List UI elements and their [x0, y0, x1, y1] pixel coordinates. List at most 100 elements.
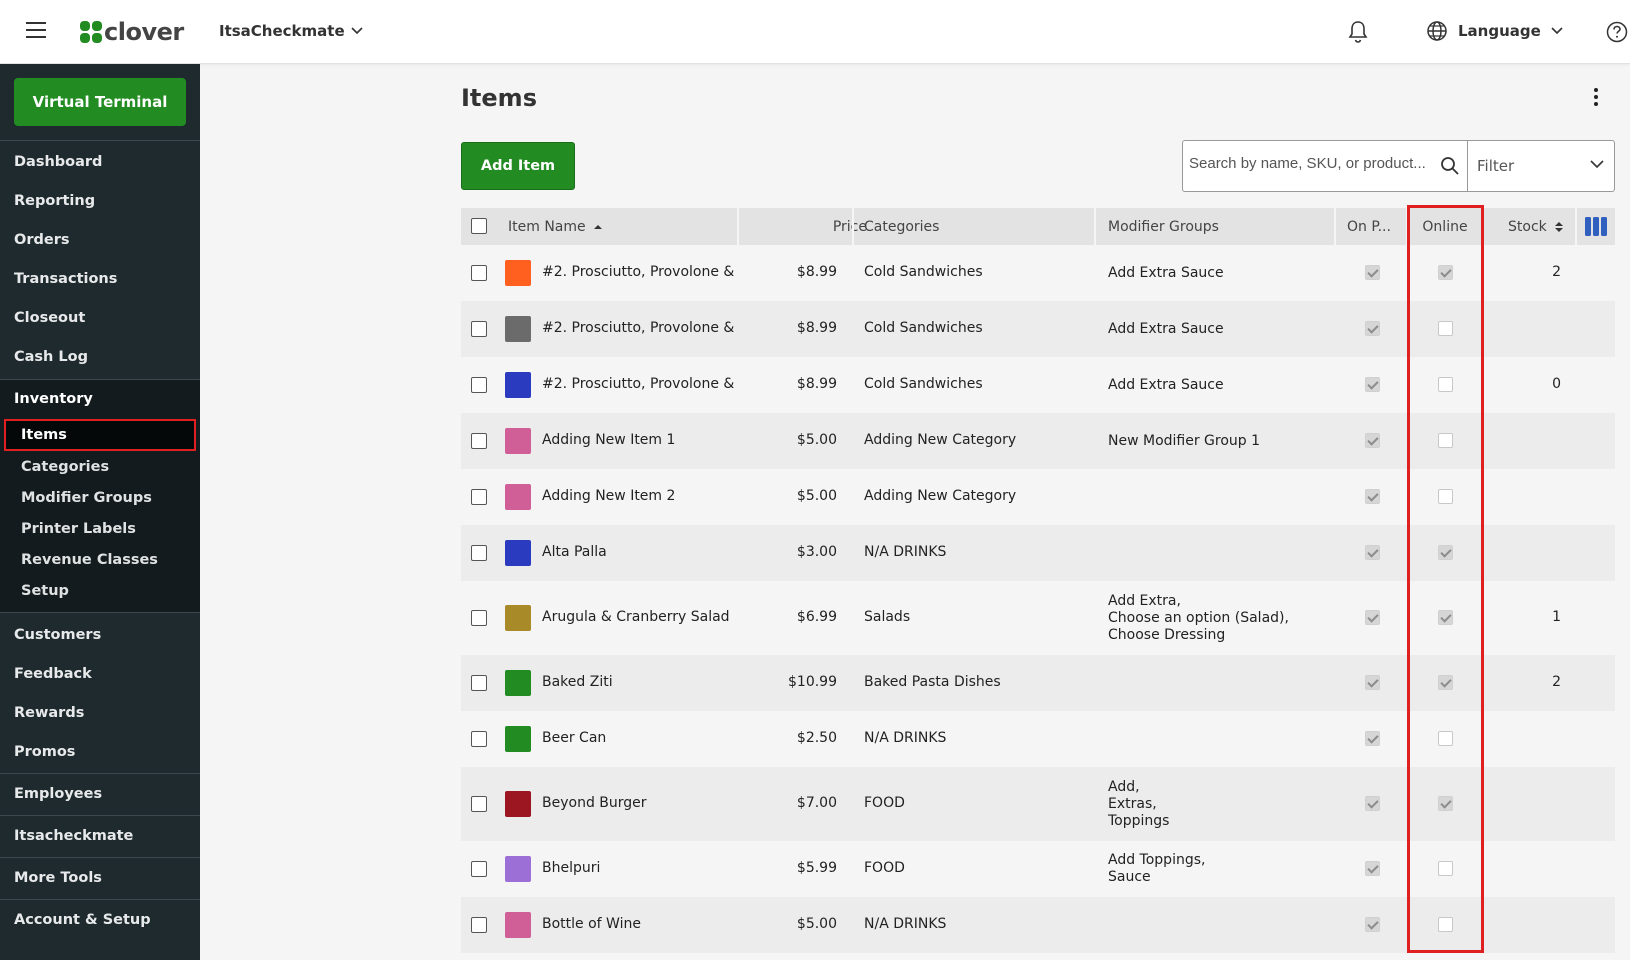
item-category: FOOD: [864, 860, 905, 876]
modifier-group-name: Add Extra Sauce: [1108, 376, 1224, 393]
row-select-checkbox[interactable]: [471, 321, 487, 337]
row-select-checkbox[interactable]: [471, 675, 487, 691]
select-all-checkbox[interactable]: [471, 218, 487, 234]
virtual-terminal-button[interactable]: Virtual Terminal: [14, 78, 186, 126]
row-select-checkbox[interactable]: [471, 731, 487, 747]
sidebar-item-employees[interactable]: Employees: [14, 786, 103, 802]
columns-icon[interactable]: [1585, 217, 1607, 236]
sidebar: Virtual Terminal Dashboard Reporting Ord…: [0, 64, 200, 960]
item-category: N/A DRINKS: [864, 730, 947, 746]
row-select-checkbox[interactable]: [471, 433, 487, 449]
sidebar-item-customers[interactable]: Customers: [14, 627, 102, 643]
sidebar-item-transactions[interactable]: Transactions: [14, 271, 118, 287]
item-name[interactable]: Adding New Item 1: [542, 432, 676, 448]
sidebar-item-orders[interactable]: Orders: [14, 232, 70, 248]
table-row[interactable]: #2. Prosciutto, Provolone &amp $8.99 Cold …: [461, 357, 1615, 413]
sidebar-item-setup[interactable]: Setup: [21, 583, 69, 599]
sidebar-item-reporting[interactable]: Reporting: [14, 193, 96, 209]
item-price: $2.50: [796, 730, 837, 746]
search-box: [1182, 140, 1467, 192]
sidebar-item-account-setup[interactable]: Account & Setup: [14, 912, 151, 928]
sidebar-item-itsacheckmate[interactable]: Itsacheckmate: [14, 828, 134, 844]
item-name[interactable]: Arugula & Cranberry Salad: [542, 609, 730, 625]
item-color-swatch: [505, 372, 531, 398]
item-name[interactable]: Baked Ziti: [542, 674, 613, 690]
more-options-icon[interactable]: [1590, 88, 1602, 108]
language-selector[interactable]: Language: [1426, 20, 1563, 42]
table-row[interactable]: Adding New Item 1 $5.00 Adding New Categor…: [461, 413, 1615, 469]
sort-ascending-icon: [593, 225, 602, 229]
item-name[interactable]: #2. Prosciutto, Provolone &amp: [542, 320, 734, 336]
item-modifier-groups: Add, Extras, Toppings: [1108, 779, 1169, 830]
item-price: $8.99: [796, 264, 837, 280]
item-name[interactable]: Bhelpuri: [542, 860, 601, 876]
column-header-online[interactable]: Online: [1422, 219, 1468, 235]
sidebar-item-inventory[interactable]: Inventory: [14, 391, 93, 407]
sidebar-item-closeout[interactable]: Closeout: [14, 310, 86, 326]
sidebar-item-rewards[interactable]: Rewards: [14, 705, 85, 721]
column-header-categories[interactable]: Categories: [864, 219, 940, 235]
item-price: $6.99: [796, 609, 837, 625]
divider: [0, 815, 200, 816]
row-select-checkbox[interactable]: [471, 610, 487, 626]
column-header-price[interactable]: Price: [832, 219, 867, 235]
search-input[interactable]: [1189, 155, 1435, 172]
row-select-checkbox[interactable]: [471, 545, 487, 561]
sidebar-item-dashboard[interactable]: Dashboard: [14, 154, 103, 170]
row-select-checkbox[interactable]: [471, 265, 487, 281]
sidebar-item-feedback[interactable]: Feedback: [14, 666, 92, 682]
table-row[interactable]: Arugula & Cranberry Salad $6.99 Salads Add …: [461, 581, 1615, 655]
row-select-checkbox[interactable]: [471, 489, 487, 505]
item-name[interactable]: Adding New Item 2: [542, 488, 676, 504]
item-stock: 2: [1552, 674, 1561, 690]
online-checkbox: [1438, 796, 1453, 811]
column-header-modifier-groups[interactable]: Modifier Groups: [1108, 219, 1219, 235]
on-pos-checkbox: [1365, 545, 1380, 560]
bell-icon[interactable]: [1347, 20, 1369, 44]
table-row[interactable]: Adding New Item 2 $5.00 Adding New Categor…: [461, 469, 1615, 525]
inventory-section: [0, 380, 200, 612]
column-header-stock[interactable]: Stock: [1508, 219, 1563, 235]
sidebar-item-modifier-groups[interactable]: Modifier Groups: [21, 490, 152, 506]
table-header: Item Name Price Categories Modifier Grou…: [461, 208, 1615, 245]
item-name[interactable]: Alta Palla: [542, 544, 607, 560]
sidebar-item-categories[interactable]: Categories: [21, 459, 110, 475]
item-name[interactable]: Beer Can: [542, 730, 607, 746]
item-name[interactable]: Bottle of Wine: [542, 916, 641, 932]
table-row[interactable]: Alta Palla $3.00 N/A DRINKS: [461, 525, 1615, 581]
sidebar-item-items[interactable]: Items: [4, 419, 196, 451]
table-row[interactable]: Baked Ziti $10.99 Baked Pasta Dishes 2: [461, 655, 1615, 711]
row-select-checkbox[interactable]: [471, 377, 487, 393]
item-name[interactable]: #2. Prosciutto, Provolone &amp: [542, 376, 734, 392]
menu-icon[interactable]: [26, 22, 46, 38]
add-item-button[interactable]: Add Item: [461, 142, 575, 190]
column-header-item-name[interactable]: Item Name: [508, 219, 602, 235]
sidebar-item-cash-log[interactable]: Cash Log: [14, 349, 89, 365]
table-row[interactable]: #2. Prosciutto, Provolone &amp $8.99 Cold …: [461, 301, 1615, 357]
clover-logo[interactable]: clover: [80, 17, 184, 47]
merchant-selector[interactable]: ItsaCheckmate: [219, 22, 363, 40]
item-name[interactable]: #2. Prosciutto, Provolone & Sala: [542, 264, 734, 280]
item-name[interactable]: Beyond Burger: [542, 795, 647, 811]
row-select-checkbox[interactable]: [471, 917, 487, 933]
item-color-swatch: [505, 260, 531, 286]
column-header-on-pos[interactable]: On P...: [1347, 219, 1391, 235]
item-modifier-groups: Add Extra Sauce: [1108, 321, 1224, 338]
table-row[interactable]: Bottle of Wine $5.00 N/A DRINKS: [461, 897, 1615, 953]
sidebar-item-printer-labels[interactable]: Printer Labels: [21, 521, 136, 537]
row-select-checkbox[interactable]: [471, 796, 487, 812]
sidebar-item-revenue-classes[interactable]: Revenue Classes: [21, 552, 158, 568]
table-row[interactable]: Beer Can $2.50 N/A DRINKS: [461, 711, 1615, 767]
table-row[interactable]: #2. Prosciutto, Provolone & Sala $8.99 Col…: [461, 245, 1615, 301]
row-select-checkbox[interactable]: [471, 861, 487, 877]
language-label: Language: [1458, 22, 1541, 40]
table-row[interactable]: Bhelpuri $5.99 FOOD Add Toppings, Sauce: [461, 841, 1615, 897]
column-label: Stock: [1508, 219, 1547, 235]
table-row[interactable]: Beyond Burger $7.00 FOOD Add, Extras, Topping…: [461, 767, 1615, 841]
online-checkbox: [1438, 377, 1453, 392]
help-icon[interactable]: [1606, 21, 1628, 43]
sidebar-item-promos[interactable]: Promos: [14, 744, 76, 760]
search-icon[interactable]: [1440, 156, 1460, 176]
filter-dropdown[interactable]: Filter: [1467, 140, 1615, 192]
sidebar-item-more-tools[interactable]: More Tools: [14, 870, 102, 886]
